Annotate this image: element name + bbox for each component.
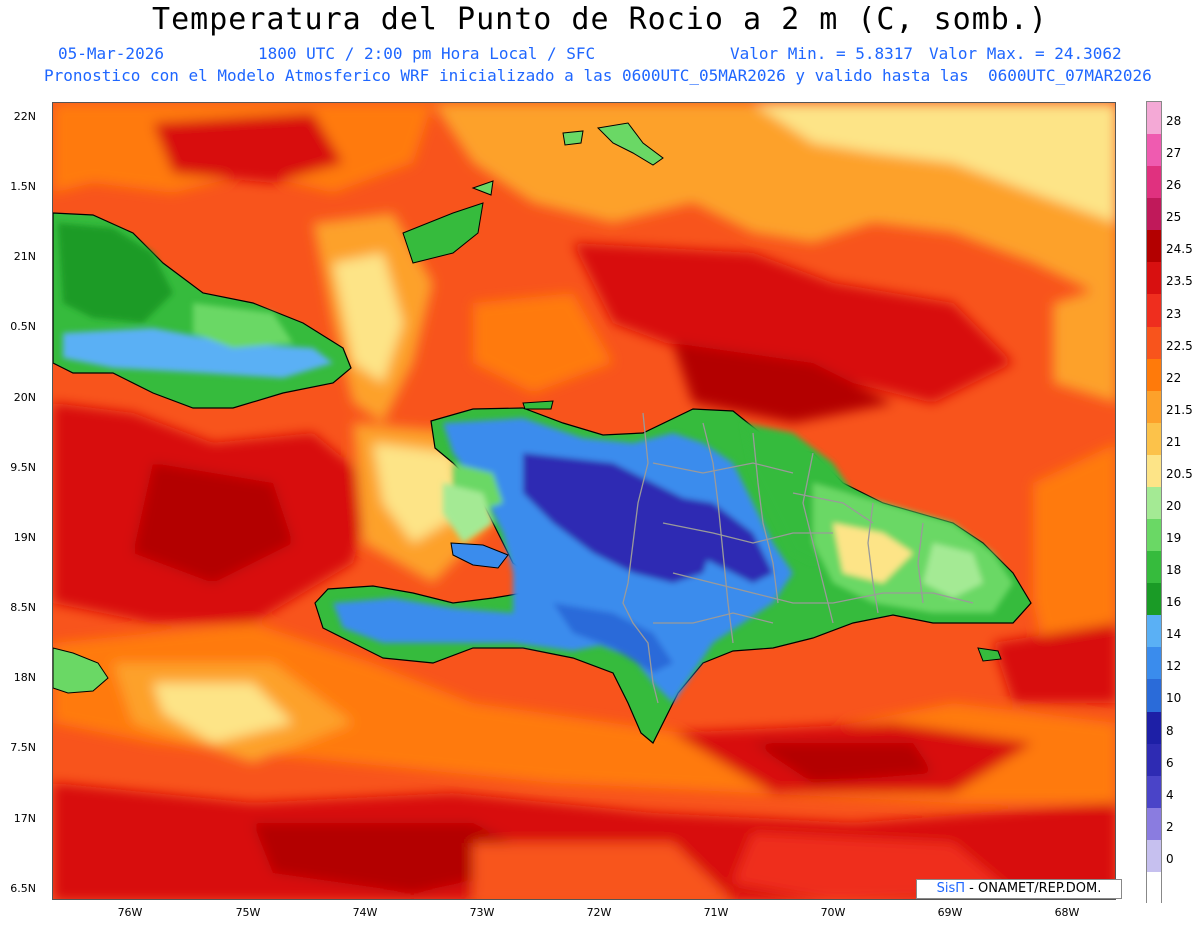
colorbar-segment	[1147, 583, 1161, 616]
colorbar-label: 8	[1166, 723, 1174, 738]
lat-label: 0.5N	[10, 320, 36, 333]
chart-title: Temperatura del Punto de Rocio a 2 m (C,…	[152, 2, 1048, 37]
colorbar-label: 22	[1166, 370, 1182, 385]
colorbar-segment	[1147, 871, 1161, 905]
province-borders	[622, 412, 974, 704]
colorbar-segment	[1147, 262, 1161, 295]
colorbar-segment	[1147, 743, 1161, 777]
max-value: Valor Max. = 24.3062	[929, 44, 1122, 63]
colorbar-label: 23.5	[1166, 274, 1193, 289]
lat-label: 8.5N	[10, 601, 36, 614]
colorbar-label: 4	[1166, 787, 1174, 802]
min-value: Valor Min. = 5.8317	[730, 44, 914, 63]
colorbar-segment	[1147, 839, 1161, 873]
colorbar-label: 10	[1166, 691, 1182, 706]
colorbar-label: 16	[1166, 595, 1182, 610]
colorbar-segment	[1147, 519, 1161, 552]
dewpoint-map	[52, 102, 1116, 900]
colorbar-label: 28	[1166, 114, 1182, 129]
colorbar-label: 22.5	[1166, 338, 1193, 353]
colorbar-label: 14	[1166, 627, 1182, 642]
colorbar-segment	[1147, 198, 1161, 231]
hispaniola-landmass	[314, 400, 1032, 744]
colorbar-segment	[1147, 647, 1161, 680]
colorbar-segment	[1147, 711, 1161, 745]
colorbar-label: 27	[1166, 146, 1182, 161]
colorbar-segment	[1147, 551, 1161, 584]
colorbar-segment	[1147, 326, 1161, 360]
colorbar-label: 20.5	[1166, 466, 1193, 481]
lat-label: 1.5N	[10, 180, 36, 193]
lon-label: 69W	[937, 906, 963, 919]
colorbar-label: 6	[1166, 755, 1174, 770]
colorbar-segment	[1147, 454, 1161, 488]
lon-label: 68W	[1054, 906, 1080, 919]
colorbar-label: 26	[1166, 178, 1182, 193]
colorbar-label: 25	[1166, 210, 1182, 225]
lat-label: 20N	[13, 391, 36, 404]
lon-label: 74W	[352, 906, 378, 919]
lat-label: 21N	[13, 250, 36, 263]
lat-label: 19N	[13, 531, 36, 544]
colorbar-segment	[1147, 807, 1161, 841]
lon-label: 70W	[820, 906, 846, 919]
colorbar-segment	[1147, 486, 1161, 520]
dewpoint-shading	[53, 103, 1115, 899]
colorbar-segment	[1147, 294, 1161, 328]
cuba-landmass	[53, 212, 352, 409]
colorbar-label: 0	[1166, 851, 1174, 866]
lat-label: 22N	[13, 110, 36, 123]
colorbar-segment	[1147, 358, 1161, 392]
colorbar-segment	[1147, 615, 1161, 648]
colorbar-label: 18	[1166, 563, 1182, 578]
jamaica-landmass	[53, 647, 109, 694]
forecast-time: 1800 UTC / 2:00 pm Hora Local / SFC	[258, 44, 596, 63]
lon-label: 72W	[586, 906, 612, 919]
island-small-1	[471, 180, 494, 196]
colorbar-label: 23	[1166, 306, 1182, 321]
colorbar-segment	[1147, 102, 1161, 135]
colorbar-segment	[1147, 775, 1161, 809]
lon-label: 75W	[235, 906, 261, 919]
colorbar-segment	[1147, 679, 1161, 713]
island-caicos	[596, 122, 664, 166]
colorbar-label: 24.5	[1166, 242, 1193, 257]
colorbar-segment	[1147, 422, 1161, 456]
colorbar-segment	[1147, 166, 1161, 199]
lat-label: 9.5N	[10, 461, 36, 474]
lon-label: 76W	[117, 906, 143, 919]
colorbar-label: 12	[1166, 659, 1182, 674]
lat-label: 7.5N	[10, 741, 36, 754]
forecast-date: 05-Mar-2026	[58, 44, 164, 63]
colorbar-label: 19	[1166, 531, 1182, 546]
lon-label: 73W	[469, 906, 495, 919]
colorbar-segment	[1147, 134, 1161, 167]
island-caicos-2	[562, 130, 584, 146]
colorbar-label: 21.5	[1166, 402, 1193, 417]
colorbar-label: 20	[1166, 499, 1182, 513]
forecast-info: Pronostico con el Modelo Atmosferico WRF…	[44, 66, 1152, 85]
lat-label: 17N	[13, 812, 36, 825]
island-saona	[977, 647, 1002, 662]
colorbar-label: 2	[1166, 819, 1174, 834]
credit-text: - ONAMET/REP.DOM.	[965, 881, 1102, 896]
colorbar-segment	[1147, 230, 1161, 263]
colorbar	[1146, 101, 1162, 905]
colorbar-segment	[1147, 390, 1161, 424]
island-inagua	[402, 202, 484, 264]
lat-label: 6.5N	[10, 882, 36, 895]
island-tortuga	[522, 400, 554, 410]
lat-label: 18N	[13, 671, 36, 684]
island-gonave	[450, 542, 509, 569]
ocean-bands	[53, 103, 1115, 899]
colorbar-label: 21	[1166, 434, 1182, 449]
lon-label: 71W	[703, 906, 729, 919]
credit-box: SisΠ - ONAMET/REP.DOM.	[916, 879, 1122, 899]
sispi-logo: SisΠ	[936, 881, 966, 896]
